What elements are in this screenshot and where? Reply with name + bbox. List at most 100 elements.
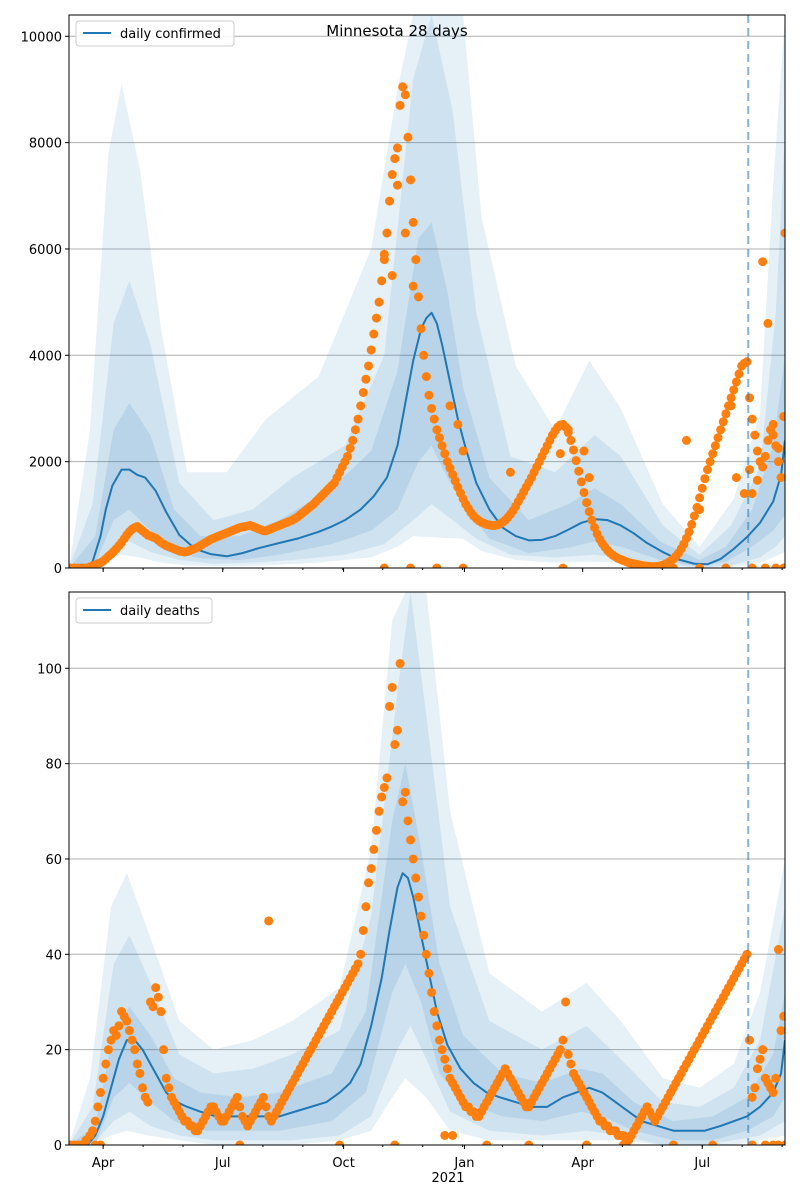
observed-point: [745, 465, 755, 475]
observed-point: [448, 1130, 458, 1140]
observed-point: [156, 1007, 166, 1017]
observed-point: [684, 527, 694, 537]
observed-point: [729, 385, 739, 395]
observed-point: [568, 445, 578, 455]
observed-point: [742, 357, 752, 367]
observed-point: [434, 433, 444, 443]
observed-point: [406, 835, 416, 845]
observed-point: [758, 257, 768, 267]
observed-point: [356, 401, 366, 411]
observed-point: [127, 1035, 137, 1045]
confirmed-panel: 0 2000 4000 6000 8000 10000 Minnesota 28 days…: [21, 14, 786, 577]
band-mid-area: [69, 15, 785, 568]
observed-point: [408, 854, 418, 864]
observed-point: [458, 563, 468, 568]
observed-point: [153, 992, 163, 1002]
observed-point: [668, 1140, 678, 1145]
observed-point: [584, 473, 594, 483]
observed-point: [571, 456, 581, 466]
observed-point: [408, 281, 418, 291]
observed-point: [642, 563, 652, 568]
observed-point: [416, 911, 426, 921]
observed-point: [779, 563, 785, 568]
observed-point: [390, 1140, 400, 1145]
median-series-line: [69, 311, 785, 568]
observed-point: [695, 505, 705, 515]
observed-point: [773, 443, 783, 453]
confirmed-legend-label: daily confirmed: [120, 27, 221, 42]
deaths-legend: daily deaths: [75, 597, 213, 624]
confirmed-median-line: [69, 311, 785, 568]
observed-point: [566, 1059, 576, 1069]
observed-point: [739, 489, 749, 499]
observed-point: [771, 1073, 781, 1083]
observed-point: [400, 787, 410, 797]
deaths-legend-box: [75, 597, 213, 624]
confirmed-axes-frame: [68, 14, 786, 569]
observed-point: [421, 372, 431, 382]
observed-point: [392, 143, 402, 153]
observed-point: [353, 414, 363, 424]
observed-point: [747, 1092, 757, 1102]
observed-point: [752, 446, 762, 456]
observed-point: [755, 1054, 765, 1064]
observed-point: [681, 435, 691, 445]
deaths-legend-label: daily deaths: [120, 604, 200, 619]
observed-point: [369, 329, 379, 339]
observed-point: [752, 1064, 762, 1074]
observed-point: [708, 449, 718, 459]
observed-point: [771, 563, 781, 568]
y-tick-label: 2000: [29, 456, 62, 471]
observed-point: [760, 451, 770, 461]
observed-point: [164, 1083, 174, 1093]
confirmed-legend: daily confirmed: [75, 20, 235, 47]
observed-point: [618, 1140, 628, 1145]
observed-point: [702, 465, 712, 475]
observed-point: [558, 563, 568, 568]
band-outer-area: [69, 592, 785, 1145]
observed-point: [403, 816, 413, 826]
observed-point: [776, 1026, 785, 1036]
observed-point: [721, 563, 731, 568]
band-outer-area: [69, 15, 785, 568]
x-tick-label: Jul: [693, 1156, 710, 1171]
observed-point: [356, 949, 366, 959]
observed-point: [364, 361, 374, 371]
observed-point: [358, 925, 368, 935]
observed-point: [413, 292, 423, 302]
observed-point: [773, 945, 783, 955]
observed-point: [708, 1140, 718, 1145]
deaths-y-axis: 0 20 40 60 80 100: [37, 662, 69, 1154]
observed-point: [582, 498, 592, 508]
observed-point: [406, 175, 416, 185]
observed-point: [768, 430, 778, 440]
observed-point: [731, 473, 741, 483]
observed-point: [411, 255, 421, 265]
observed-point: [366, 345, 376, 355]
y-tick-label: 80: [45, 758, 62, 773]
observed-point: [758, 1045, 768, 1055]
x-tick-label: Apr: [92, 1156, 115, 1171]
observed-point: [387, 271, 397, 281]
observed-point: [773, 1140, 783, 1145]
observed-point: [103, 1045, 113, 1055]
observed-point: [726, 401, 736, 411]
observed-point: [705, 457, 715, 467]
observed-point: [385, 196, 395, 206]
observed-point: [432, 425, 442, 435]
observed-point: [411, 873, 421, 883]
observed-point: [453, 419, 463, 429]
observed-point: [371, 313, 381, 323]
observed-point: [135, 1068, 145, 1078]
observed-point: [111, 1030, 121, 1040]
observed-point: [392, 180, 402, 190]
observed-point: [731, 377, 741, 387]
observed-point: [387, 682, 397, 692]
observed-point: [392, 725, 402, 735]
observed-point: [773, 457, 783, 467]
observed-point: [579, 446, 589, 456]
observed-point: [395, 100, 405, 110]
observed-point: [695, 493, 705, 503]
observed-point: [377, 792, 387, 802]
observed-point: [424, 968, 434, 978]
